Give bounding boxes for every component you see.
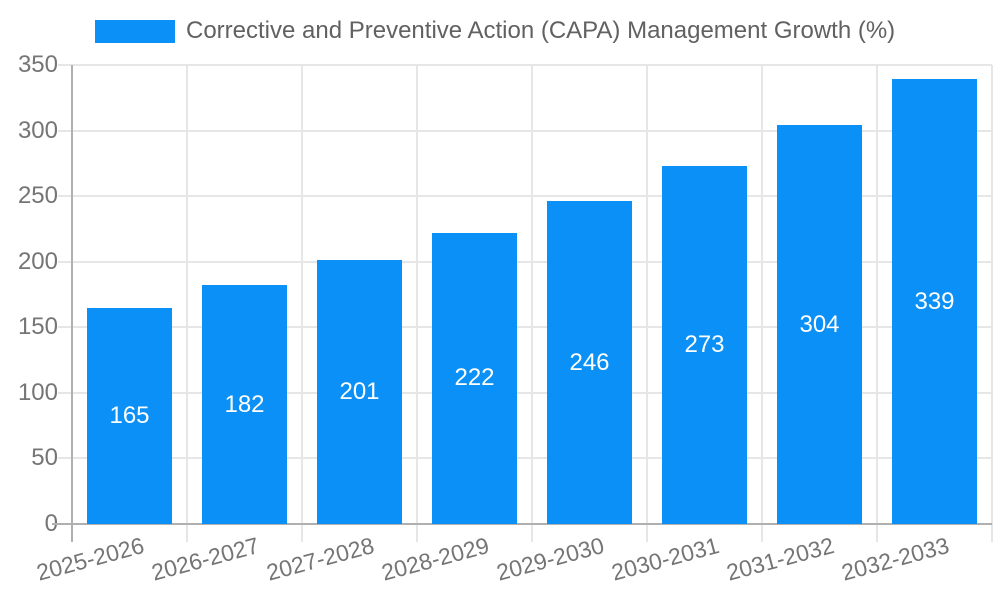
bar-value-label: 246 [569, 348, 610, 376]
legend-swatch [95, 19, 175, 43]
y-axis-tick-label: 250 [17, 182, 58, 210]
bar: 304 [777, 125, 862, 524]
bar-value-label: 201 [339, 378, 380, 406]
bar-value-label: 339 [914, 287, 955, 315]
bar-value-label: 165 [109, 401, 150, 429]
gridline-horizontal [58, 391, 992, 394]
bar-value-label: 222 [454, 364, 495, 392]
gridline-vertical [646, 65, 648, 542]
y-axis-tick-label: 200 [17, 247, 58, 275]
gridline-vertical [416, 65, 418, 542]
x-axis-line [52, 523, 992, 525]
gridline-horizontal [58, 195, 992, 198]
gridline-vertical [991, 65, 993, 542]
bar: 182 [202, 285, 287, 524]
gridline-horizontal [58, 64, 992, 66]
y-axis-tick-label: 100 [17, 378, 58, 406]
y-axis-tick-label: 150 [17, 313, 58, 341]
bar: 222 [432, 232, 517, 524]
gridline-vertical [186, 65, 188, 542]
chart-legend: Corrective and Preventive Action (CAPA) … [95, 18, 895, 44]
bar: 201 [317, 260, 402, 524]
bar-value-label: 182 [224, 390, 265, 418]
gridline-vertical [876, 65, 878, 542]
bar: 246 [547, 201, 632, 524]
legend-label: Corrective and Preventive Action (CAPA) … [186, 17, 896, 44]
gridline-vertical [301, 65, 303, 542]
gridline-horizontal [58, 326, 992, 329]
gridline-vertical [761, 65, 763, 542]
gridline-horizontal [58, 260, 992, 263]
gridline-horizontal [58, 457, 992, 460]
y-axis-tick-label: 50 [31, 444, 58, 472]
bar: 165 [87, 307, 172, 524]
gridline-horizontal [58, 129, 992, 132]
bar-value-label: 273 [684, 330, 725, 358]
bar: 273 [662, 165, 747, 524]
y-axis-tick-label: 300 [17, 116, 58, 144]
bar-value-label: 304 [799, 310, 840, 338]
bar: 339 [892, 79, 977, 524]
y-axis-tick-label: 350 [17, 51, 58, 78]
y-axis-tick-label: 0 [44, 510, 58, 537]
y-axis-line [71, 65, 73, 542]
gridline-vertical [531, 65, 533, 542]
